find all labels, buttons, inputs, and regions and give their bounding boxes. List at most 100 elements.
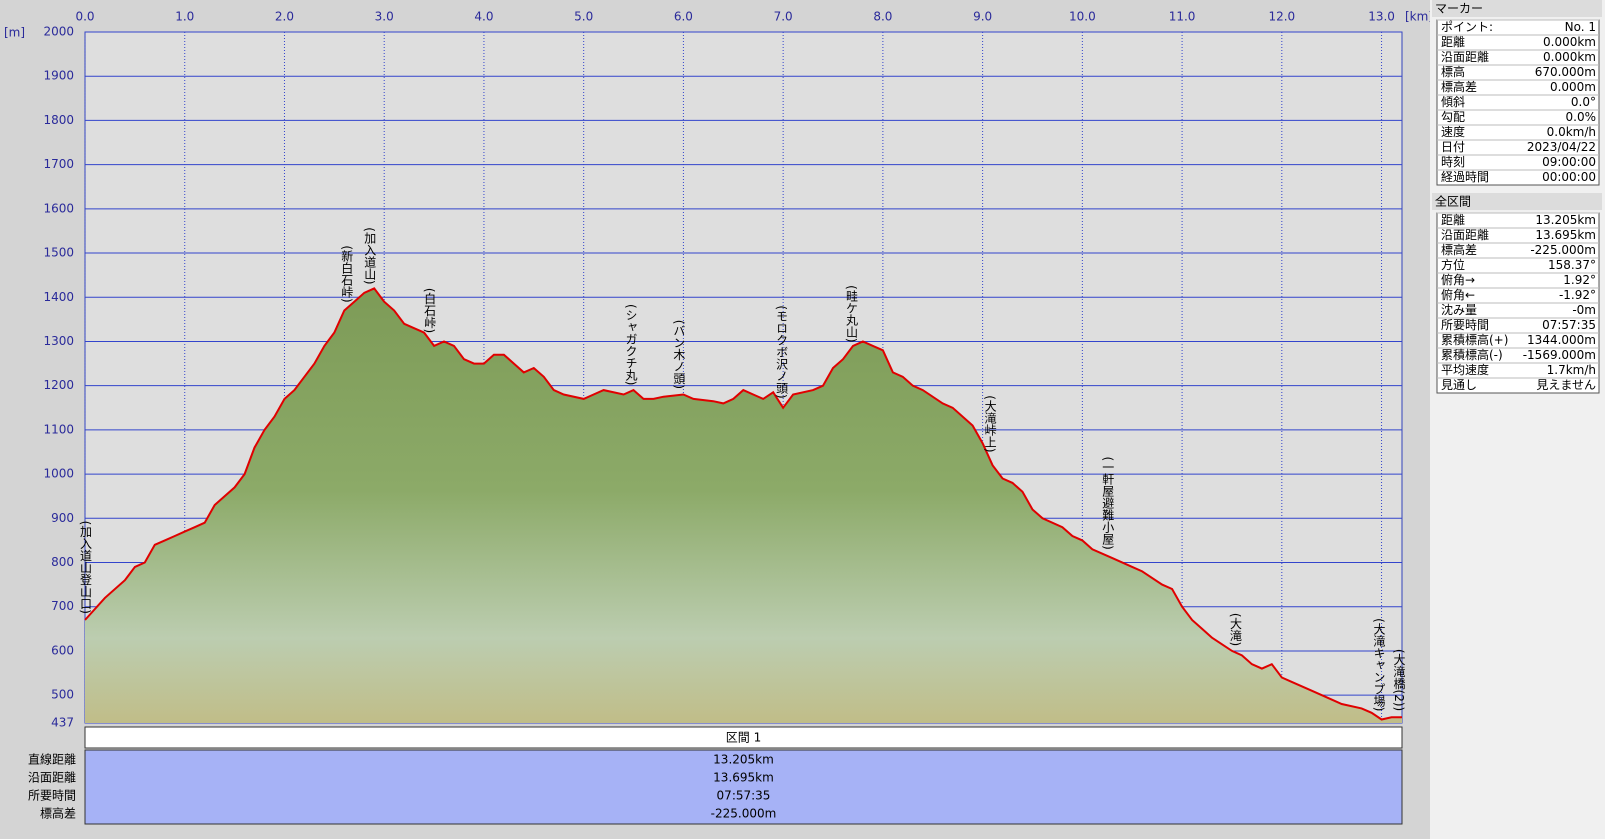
panel-table (1436, 19, 1600, 186)
panel-key: 標高 (1441, 64, 1465, 79)
y-tick-label: 1700 (43, 157, 74, 171)
panel-key: 日付 (1441, 140, 1465, 154)
panel-value: 09:00:00 (1542, 155, 1596, 169)
panel-key: 所要時間 (1441, 318, 1489, 332)
panel-value: 0.0km/h (1547, 125, 1596, 139)
y-tick-label: 1800 (43, 113, 74, 127)
y-tick-label: 2000 (43, 25, 74, 39)
panel-key: 俯角→ (1441, 272, 1475, 287)
panel-value: 07:57:35 (1542, 318, 1596, 332)
waypoint-label: (加入道山) (363, 227, 377, 284)
table-title: 区間 1 (726, 731, 761, 745)
waypoint-label: (新白石峠) (340, 245, 354, 302)
panel-value: 13.205km (1535, 213, 1596, 227)
waypoint-label: (畦ケ丸山) (844, 285, 858, 342)
panel-value: No. 1 (1565, 20, 1596, 34)
panel-key: 標高差 (1441, 242, 1477, 257)
panel-value: 1.7km/h (1547, 363, 1596, 377)
row-label: 標高差 (40, 806, 76, 821)
waypoint-label: (シャガクチ丸) (624, 304, 638, 385)
panel-key: 方位 (1441, 257, 1465, 272)
waypoint-label: (大滝) (1228, 613, 1242, 646)
x-tick-label: 7.0 (774, 10, 793, 24)
elevation-line (84, 287, 1402, 721)
y-tick-label: 1100 (43, 422, 74, 436)
elevation-area (85, 288, 1402, 723)
panel-header (1432, 0, 1602, 17)
y-tick-label: 1000 (43, 467, 74, 481)
panel-value: 0.0% (1566, 110, 1597, 124)
waypoint-label: (大滝峠上) (983, 395, 997, 452)
y-tick-label: 800 (51, 555, 74, 569)
x-tick-label: 5.0 (574, 10, 593, 24)
panel-key: 標高差 (1441, 79, 1477, 94)
waypoint-label: (モロクボ沢ノ頭) (775, 305, 789, 398)
y-tick-label: 1400 (43, 290, 74, 304)
y-tick-label: 600 (51, 643, 74, 657)
row-value: 13.205km (713, 753, 774, 767)
waypoint-label: (バン木ノ頭) (672, 320, 686, 389)
panel-key: 累積標高(+) (1441, 332, 1508, 347)
panel-key: 沿面距離 (1441, 50, 1489, 64)
y-tick-label: 1200 (43, 378, 74, 392)
panel-title: マーカー (1435, 2, 1483, 16)
y-tick-label: 1600 (43, 201, 74, 215)
panel-key: 平均速度 (1441, 362, 1489, 377)
x-tick-label: 12.0 (1268, 10, 1295, 24)
panel-key: 傾斜 (1441, 95, 1465, 109)
x-tick-label: 9.0 (973, 10, 992, 24)
waypoint-label: (白石峠) (423, 288, 437, 333)
panel-value: 1.92° (1563, 273, 1596, 287)
row-label: 沿面距離 (28, 771, 76, 785)
x-tick-label: 4.0 (474, 10, 493, 24)
panel-value: 1344.000m (1527, 333, 1596, 347)
waypoint-label: (大滝キャンプ場) (1372, 618, 1386, 711)
x-tick-label: 8.0 (873, 10, 892, 24)
panel-value: 158.37° (1548, 258, 1596, 272)
x-tick-label: 13.0 (1368, 10, 1395, 24)
x-axis-unit: [km] (1405, 10, 1433, 24)
x-tick-label: 10.0 (1069, 10, 1096, 24)
row-value: -225.000m (711, 807, 777, 821)
y-tick-label: 1500 (43, 246, 74, 260)
panel-key: 時刻 (1441, 155, 1465, 169)
y-tick-label: 1900 (43, 69, 74, 83)
row-label: 直線距離 (28, 752, 76, 767)
y-tick-label: 900 (51, 511, 74, 525)
panel-header (1432, 193, 1602, 210)
panel-value: 0.000m (1550, 80, 1596, 94)
panel-value: 0.0° (1571, 95, 1596, 109)
panel-key: 経過時間 (1441, 170, 1489, 184)
panel-key: 速度 (1441, 124, 1465, 139)
panel-title: 全区間 (1435, 194, 1471, 209)
panel-value: 670.000m (1535, 65, 1596, 79)
panel-key: 累積標高(-) (1441, 347, 1503, 362)
panel-value: -0m (1572, 303, 1596, 317)
row-value: 07:57:35 (717, 789, 771, 803)
panel-value: 00:00:00 (1542, 170, 1596, 184)
panel-key: 沿面距離 (1441, 228, 1489, 242)
panel-value: 0.000km (1543, 35, 1596, 49)
panel-key: ポイント: (1441, 20, 1493, 34)
row-label: 所要時間 (28, 789, 76, 803)
waypoint-label: (一軒屋避難小屋) (1101, 457, 1115, 550)
panel-value: 2023/04/22 (1527, 140, 1596, 154)
panel-value: -1.92° (1559, 288, 1596, 302)
panel-key: 俯角← (1441, 287, 1475, 302)
panel-key: 見通し (1441, 378, 1477, 392)
x-tick-label: 0.0 (75, 10, 94, 24)
x-tick-label: 11.0 (1169, 10, 1196, 24)
panel-value: 0.000km (1543, 50, 1596, 64)
panel-key: 距離 (1441, 213, 1465, 227)
y-tick-label: 700 (51, 599, 74, 613)
x-tick-label: 3.0 (375, 10, 394, 24)
x-tick-label: 1.0 (175, 10, 194, 24)
panel-key: 勾配 (1441, 110, 1465, 124)
panel-value: -1569.000m (1523, 348, 1596, 362)
panel-key: 沈み量 (1441, 302, 1477, 317)
waypoint-label: (加入道山登山口) (79, 521, 93, 614)
waypoint-label: (大滝橋(2)) (1392, 649, 1406, 711)
panel-key: 距離 (1441, 35, 1465, 49)
panel-value: -225.000m (1530, 243, 1596, 257)
